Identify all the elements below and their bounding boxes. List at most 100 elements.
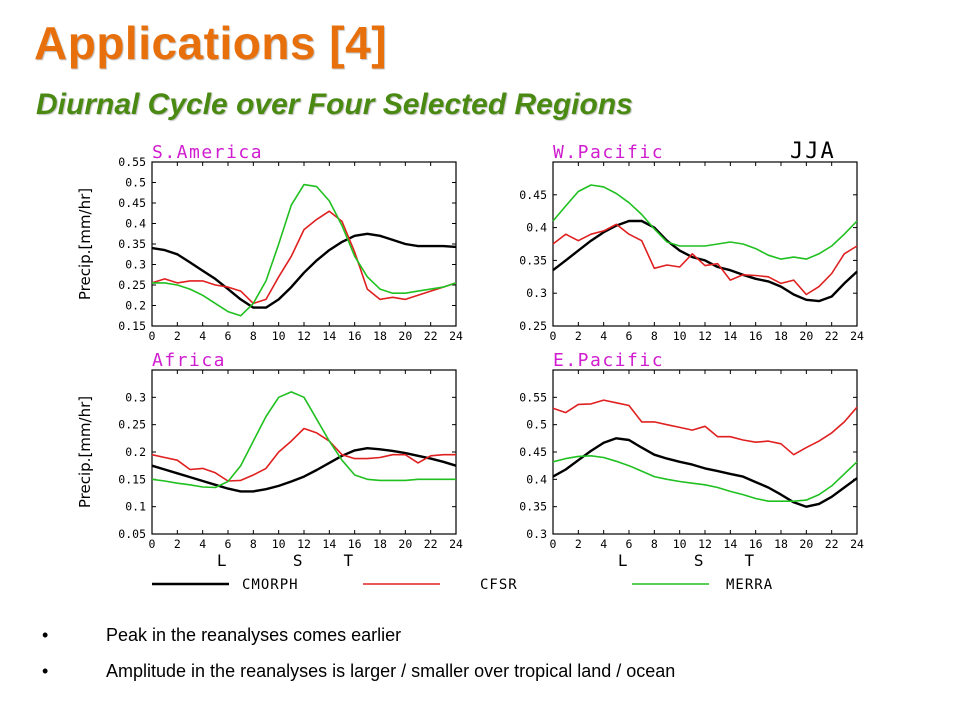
y-tick-label: 0.25 [118, 278, 146, 292]
panel-title: Africa [152, 350, 226, 371]
y-tick-label: 0.3 [526, 527, 547, 541]
y-tick-label: 0.2 [125, 445, 146, 459]
x-axis-label-letter: L [618, 551, 628, 570]
x-tick-label: 18 [774, 537, 788, 551]
x-tick-label: 20 [398, 537, 412, 551]
y-tick-label: 0.25 [519, 319, 547, 333]
x-tick-label: 4 [600, 329, 607, 343]
x-tick-label: 10 [272, 537, 286, 551]
y-tick-label: 0.45 [519, 188, 547, 202]
season-label: JJA [790, 139, 836, 164]
x-axis-label-letter: L [217, 551, 227, 570]
x-tick-label: 22 [825, 537, 839, 551]
series-line-cmorph [552, 437, 858, 508]
x-tick-label: 24 [449, 537, 463, 551]
slide-title: Applications [4] [34, 17, 388, 69]
x-tick-label: 20 [398, 329, 412, 343]
x-tick-label: 2 [575, 329, 582, 343]
x-tick-label: 18 [774, 329, 788, 343]
legend-label-cmorph: CMORPH [242, 577, 299, 593]
diurnal-cycle-figure: 0 2 4 6 8 10 12 14 16 18 20 22 240.150.20.250.30.350… [76, 139, 864, 593]
x-tick-label: 0 [550, 537, 557, 551]
y-tick-label: 0.35 [519, 500, 547, 514]
series-line-merra [152, 183, 457, 317]
x-tick-label: 18 [373, 537, 387, 551]
series-line-merra [552, 184, 858, 260]
y-tick-label: 0.15 [118, 319, 146, 333]
x-tick-label: 6 [626, 329, 633, 343]
x-tick-label: 8 [651, 329, 658, 343]
y-tick-label: 0.35 [118, 237, 146, 251]
x-tick-label: 20 [799, 537, 813, 551]
y-tick-label: 0.55 [118, 155, 146, 169]
bullet-dot: • [42, 625, 49, 645]
legend-label-cfsr: CFSR [480, 577, 518, 593]
series-line-cfsr [151, 427, 456, 482]
y-tick-label: 0.1 [125, 500, 146, 514]
y-tick-label: 0.25 [118, 418, 146, 432]
y-tick-label: 0.4 [125, 217, 146, 231]
chart-panel-samerica: 0 2 4 6 8 10 12 14 16 18 20 22 240.150.20.250.30.350… [76, 142, 463, 343]
x-tick-label: 8 [651, 537, 658, 551]
y-axis-label: Precip.[mm/hr] [76, 396, 94, 508]
x-tick-label: 12 [698, 537, 712, 551]
bullet-item: • Peak in the reanalyses comes earlier [40, 624, 675, 660]
x-tick-label: 8 [250, 537, 257, 551]
x-tick-label: 2 [174, 329, 181, 343]
plot-frame [552, 369, 858, 535]
y-tick-label: 0.55 [519, 390, 547, 404]
x-tick-label: 4 [600, 537, 607, 551]
x-tick-label: 24 [850, 329, 864, 343]
series-line-cmorph [151, 447, 457, 493]
slide-subtitle: Diurnal Cycle over Four Selected Regions [36, 88, 633, 121]
y-tick-label: 0.15 [118, 472, 146, 486]
bullet-item: • Amplitude in the reanalyses is larger … [40, 660, 675, 696]
y-tick-label: 0.5 [125, 176, 146, 190]
x-axis-label-letter: S [694, 551, 704, 570]
x-tick-label: 14 [322, 329, 336, 343]
series-line-cfsr [552, 399, 858, 456]
series-line-merra [151, 391, 456, 489]
legend: CMORPH CFSR MERRA [152, 577, 773, 593]
x-tick-label: 10 [272, 329, 286, 343]
panel-title: W.Pacific [553, 142, 664, 163]
x-tick-label: 12 [297, 537, 311, 551]
x-tick-label: 22 [825, 329, 839, 343]
x-tick-label: 16 [348, 537, 362, 551]
y-tick-label: 0.45 [118, 196, 146, 210]
series-line-cfsr [151, 210, 457, 305]
bullet-text: Amplitude in the reanalyses is larger / … [106, 661, 676, 681]
chart-panel-africa: 0 2 4 6 8 10 12 14 16 18 20 22 240.050.10.150.20.250… [76, 350, 463, 570]
x-tick-label: 12 [698, 329, 712, 343]
x-tick-label: 14 [723, 537, 737, 551]
y-tick-label: 0.2 [125, 299, 146, 313]
x-tick-label: 22 [424, 537, 438, 551]
y-tick-label: 0.35 [519, 253, 547, 267]
x-tick-label: 6 [225, 329, 232, 343]
bullet-text: Peak in the reanalyses comes earlier [106, 625, 402, 645]
x-tick-label: 16 [749, 329, 763, 343]
bullet-list: • Peak in the reanalyses comes earlier •… [40, 624, 675, 696]
y-tick-label: 0.5 [526, 418, 547, 432]
x-tick-label: 24 [850, 537, 864, 551]
y-tick-label: 0.4 [526, 221, 547, 235]
series-line-cfsr [552, 223, 858, 296]
x-tick-label: 8 [250, 329, 257, 343]
legend-label-merra: MERRA [726, 577, 773, 593]
y-tick-label: 0.3 [125, 390, 146, 404]
x-tick-label: 12 [297, 329, 311, 343]
x-tick-label: 0 [149, 329, 156, 343]
x-tick-label: 0 [149, 537, 156, 551]
x-tick-label: 18 [373, 329, 387, 343]
panel-title: S.America [152, 142, 263, 163]
x-tick-label: 0 [550, 329, 557, 343]
x-tick-label: 14 [723, 329, 737, 343]
panel-title: E.Pacific [553, 350, 664, 371]
y-axis-label: Precip.[mm/hr] [76, 188, 94, 300]
y-tick-label: 0.4 [526, 472, 547, 486]
bullet-dot: • [42, 661, 49, 681]
x-axis-label-letter: T [344, 551, 354, 570]
x-tick-label: 24 [449, 329, 463, 343]
x-tick-label: 20 [799, 329, 813, 343]
x-tick-label: 4 [199, 537, 206, 551]
